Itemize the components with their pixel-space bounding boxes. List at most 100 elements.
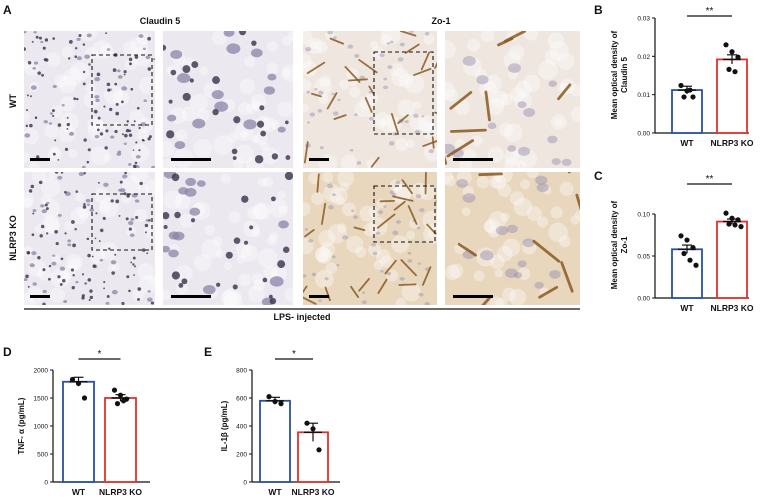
zo1-stained-vessel bbox=[368, 85, 375, 95]
tissue-texture bbox=[504, 149, 520, 166]
claudin5-stain-dot bbox=[174, 211, 181, 219]
cell-nucleus bbox=[351, 209, 355, 213]
claudin5-stain-dot bbox=[123, 73, 126, 76]
tissue-background bbox=[24, 31, 155, 168]
tissue-texture bbox=[570, 215, 580, 225]
cell-nucleus bbox=[167, 114, 177, 122]
cell-nucleus bbox=[377, 210, 384, 215]
claudin5-stain-dot bbox=[126, 275, 130, 279]
claudin5-stain-dot bbox=[243, 240, 249, 245]
tissue-texture bbox=[132, 46, 152, 67]
claudin5-stain-dot bbox=[81, 296, 85, 300]
tissue-texture bbox=[137, 129, 149, 141]
cell-nucleus bbox=[547, 135, 558, 144]
scale-bar bbox=[30, 158, 50, 161]
tissue-texture bbox=[315, 246, 333, 264]
tissue-texture bbox=[107, 264, 116, 273]
claudin5-stain-dot bbox=[106, 295, 110, 298]
claudin5-stain-dot bbox=[66, 122, 70, 127]
tissue-texture bbox=[355, 246, 367, 258]
cell-nucleus bbox=[33, 61, 39, 65]
tissue-texture bbox=[129, 110, 145, 126]
claudin5-stain-dot bbox=[36, 155, 40, 159]
tissue-texture bbox=[336, 196, 345, 205]
claudin5-stain-dot bbox=[271, 196, 276, 202]
claudin5-stain-dot bbox=[212, 108, 219, 116]
data-point bbox=[120, 398, 127, 404]
tissue-texture bbox=[41, 215, 60, 234]
cell-nucleus bbox=[517, 260, 527, 268]
tissue-texture bbox=[59, 112, 79, 132]
claudin5-stain-dot bbox=[96, 128, 100, 132]
tissue-texture bbox=[257, 248, 278, 269]
cell-nucleus bbox=[32, 67, 36, 70]
tissue-texture bbox=[121, 193, 132, 204]
micrograph-claudin5-wt-zoom bbox=[163, 31, 293, 168]
claudin5-stain-dot bbox=[212, 76, 220, 85]
tissue-texture bbox=[134, 208, 148, 222]
tissue-texture bbox=[339, 182, 349, 192]
cell-nucleus bbox=[170, 49, 183, 59]
tissue-texture bbox=[410, 182, 428, 200]
zo1-stained-vessel bbox=[329, 37, 344, 45]
data-point bbox=[117, 392, 124, 398]
claudin5-stain-dot bbox=[29, 95, 32, 98]
zo1-stained-vessel bbox=[358, 278, 370, 292]
tissue-texture bbox=[40, 177, 61, 198]
cell-nucleus bbox=[94, 77, 101, 82]
tissue-texture bbox=[318, 154, 338, 168]
claudin5-stain-dot bbox=[64, 147, 69, 151]
micrograph-claudin5-ko-zoom bbox=[163, 172, 293, 305]
claudin5-stain-dot bbox=[118, 214, 121, 217]
cell-nucleus bbox=[202, 284, 216, 295]
cell-nucleus bbox=[134, 199, 140, 203]
claudin5-stain-dot bbox=[126, 120, 129, 123]
claudin5-stain-dot bbox=[163, 212, 170, 220]
tissue-texture bbox=[266, 235, 277, 246]
zo1-stained-vessel bbox=[390, 113, 399, 134]
cell-nucleus bbox=[130, 217, 135, 221]
claudin5-stain-dot bbox=[92, 264, 97, 268]
zo1-stained-vessel bbox=[450, 128, 487, 133]
cell-nucleus bbox=[383, 205, 387, 208]
claudin5-stain-dot bbox=[48, 277, 51, 281]
micrograph-grid bbox=[24, 31, 580, 305]
claudin5-stain-dot bbox=[125, 217, 129, 221]
claudin5-stain-dot bbox=[137, 297, 140, 301]
claudin5-stain-dot bbox=[41, 73, 44, 77]
cell-nucleus bbox=[380, 270, 384, 273]
tissue-texture bbox=[488, 211, 507, 230]
cell-nucleus bbox=[408, 31, 414, 33]
tissue-texture bbox=[550, 206, 563, 219]
tissue-background bbox=[303, 31, 437, 168]
claudin5-stain-dot bbox=[42, 268, 46, 272]
tissue-texture bbox=[122, 175, 141, 194]
tissue-texture bbox=[490, 90, 508, 108]
claudin5-stain-dot bbox=[284, 172, 293, 181]
claudin5-stain-dot bbox=[260, 130, 267, 137]
cell-nucleus bbox=[31, 251, 37, 256]
zo1-stained-vessel bbox=[560, 261, 574, 293]
claudin5-stain-dot bbox=[27, 285, 30, 288]
claudin5-stain-dot bbox=[83, 70, 86, 74]
cell-nucleus bbox=[424, 32, 430, 36]
data-point bbox=[310, 426, 316, 432]
zo1-stained-vessel bbox=[303, 296, 317, 305]
claudin5-stain-dot bbox=[137, 287, 142, 291]
tissue-texture bbox=[174, 193, 191, 210]
tissue-texture bbox=[569, 84, 580, 97]
cell-nucleus bbox=[192, 118, 206, 129]
tissue-texture bbox=[281, 64, 293, 82]
tissue-texture bbox=[397, 99, 416, 117]
claudin5-stain-dot bbox=[38, 180, 43, 185]
zo1-stained-vessel bbox=[392, 195, 414, 202]
tissue-texture bbox=[248, 285, 265, 303]
claudin5-stain-dot bbox=[89, 295, 94, 300]
claudin5-stain-dot bbox=[130, 87, 134, 91]
tissue-texture bbox=[480, 31, 495, 43]
zo1-stained-vessel bbox=[422, 266, 432, 286]
tissue-texture bbox=[247, 206, 261, 220]
cell-nucleus bbox=[419, 208, 425, 213]
cell-nucleus bbox=[119, 188, 126, 193]
claudin5-stain-dot bbox=[25, 274, 29, 279]
